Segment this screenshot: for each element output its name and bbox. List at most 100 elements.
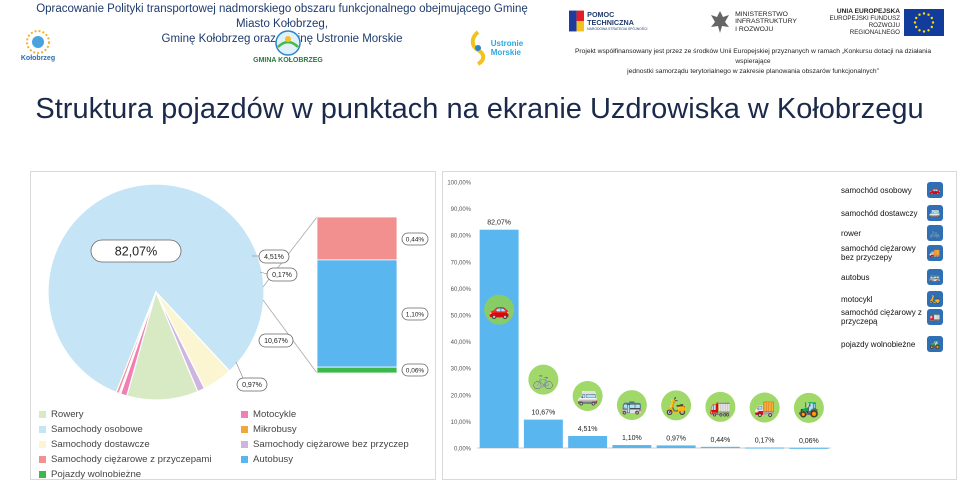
legend-swatch (39, 456, 46, 463)
icon-legend-label: rower (841, 228, 862, 238)
eu-flag-icon (904, 8, 944, 36)
icon-legend-item: autobus 🚌 (841, 269, 945, 285)
icon-legend-item: pojazdy wolnobieżne 🚜 (841, 336, 945, 352)
eu-logo: UNIA EUROPEJSKA EUROPEJSKI FUNDUSZ ROZWO… (820, 8, 944, 36)
icon-legend-label: samochód ciężarowy bez przyczepy (841, 244, 916, 262)
icon-legend-item: samochód dostawczy 🚐 (841, 205, 945, 221)
breakdown-segment-pojazdy-wolnobiez-ne (316, 366, 398, 374)
ustronie-logo-icon (470, 30, 485, 66)
motorcycle-icon: 🛵 (661, 390, 692, 421)
bar-7 (789, 447, 829, 449)
y-tick-label: 10,00% (451, 420, 472, 426)
bar-1 (523, 419, 563, 448)
ustronie-logo-text-2: Morskie (490, 48, 521, 57)
breakdown-label-pojazdy-wolnobiezne: 0,06% (401, 363, 429, 377)
van-icon: 🚐 (572, 381, 603, 412)
pie-label-motocykle: 0,97% (236, 377, 268, 392)
y-tick-label: 0,00% (454, 447, 472, 453)
bar-0 (479, 229, 519, 448)
y-tick-label: 20,00% (451, 393, 472, 399)
legend-item-samochody-dostawcze: Samochody dostawcze (39, 439, 150, 450)
project-line-2: jednostki samorządu terytorialnego w zak… (627, 68, 879, 75)
legend-item-mikrobusy: Mikrobusy (241, 424, 297, 435)
y-tick-label: 80,00% (451, 234, 472, 240)
icon-legend-item: samochód ciężarowy z przyczepą 🚛 (841, 308, 945, 326)
gmina-logo-text: GMINA KOŁOBRZEG (253, 57, 323, 64)
y-tick-label: 70,00% (451, 260, 472, 266)
svg-text:10,67%: 10,67% (264, 338, 288, 345)
svg-text:🚛: 🚛 (710, 398, 731, 417)
svg-text:82,07%: 82,07% (115, 245, 157, 259)
y-tick-label: 90,00% (451, 207, 472, 213)
min-line-2: INFRASTRUKTURY (735, 18, 797, 26)
legend-item-autobusy: Autobusy (241, 454, 293, 465)
bar-chart: 0,00% 10,00% 20,00% 30,00% 40,00% 50,00% 60,00… (447, 181, 831, 453)
kolobrzeg-logo: Kołobrzeg (14, 26, 62, 66)
legend-label: Mikrobusy (253, 424, 297, 435)
project-funding-note: Projekt współfinansowany jest przez ze ś… (558, 47, 948, 77)
svg-text:1,10%: 1,10% (406, 311, 425, 318)
bicycle-icon: 🚲 (927, 225, 943, 241)
eu-line-3: ROZWOJU REGIONALNEGO (849, 22, 900, 36)
legend-swatch (39, 441, 46, 448)
icon-legend-label: samochód osobowy (841, 185, 912, 195)
bar-value-label: 82,07% (487, 220, 511, 227)
legend-label: Samochody osobowe (51, 424, 143, 435)
breakdown-label-ciezarowe-przyczepy: 0,44% (401, 232, 429, 246)
bar-5 (700, 446, 740, 448)
legend-swatch (39, 411, 46, 418)
kolobrzeg-logo-icon (26, 30, 50, 54)
kolobrzeg-logo-text: Kołobrzeg (20, 55, 56, 62)
icon-legend-item: rower 🚲 (841, 225, 945, 241)
bar-value-label: 4,51% (578, 426, 598, 433)
legend-item-samochody-osobowe: Samochody osobowe (39, 424, 143, 435)
pomoc-logo-subtext: NARODOWA STRATEGIA SPÓJNOŚCI (587, 27, 648, 31)
min-line-3: I ROZWOJU (735, 25, 774, 33)
bar-4 (656, 445, 696, 448)
legend-label: Motocykle (253, 409, 297, 420)
ustronie-logo-text-1: Ustronie (490, 39, 524, 48)
legend-label: Samochody ciężarowe z przyczepami (51, 454, 212, 465)
bar-6 (745, 447, 785, 449)
pie-label-rowery: 10,67% (258, 333, 294, 348)
ministerstwo-logo-text: MINISTERSTWO INFRASTRUKTURY I ROZWOJU (735, 11, 797, 34)
bus-icon: 🚌 (927, 269, 943, 285)
pie-of-pie-chart: 82,07% 0,44% 1,10% 0,06% 4,51% 0,17% 10,67% 0,9… (47, 183, 429, 401)
y-tick-label: 30,00% (451, 367, 472, 373)
gmina-logo-icon (275, 30, 301, 56)
svg-text:0,97%: 0,97% (242, 382, 262, 389)
legend-label: Rowery (51, 409, 84, 420)
legend-swatch (241, 441, 248, 448)
legend-swatch (241, 426, 248, 433)
breakdown-segment-autobusy (316, 259, 398, 368)
gmina-kolobrzeg-logo: GMINA KOŁOBRZEG (250, 26, 326, 68)
bar-2 (568, 436, 608, 448)
legend-item-samochody-cie-z-arowe-bez-przyczep: Samochody ciężarowe bez przyczep (241, 439, 409, 450)
pomoc-logo-text: POMOC TECHNICZNA (587, 10, 634, 27)
bar-value-label: 0,44% (710, 437, 730, 444)
legend-swatch (39, 471, 46, 478)
motorcycle-icon: 🛵 (927, 291, 943, 307)
legend-label: Samochody ciężarowe bez przyczep (253, 439, 409, 450)
truck-icon: 🚚 (749, 392, 780, 423)
y-tick-label: 100,00% (447, 181, 471, 187)
legend-item-pojazdy-wolnobiez-ne: Pojazdy wolnobieżne (39, 469, 141, 480)
icon-legend-item: samochód ciężarowy bez przyczepy 🚚 (841, 244, 945, 262)
bar-value-label: 0,17% (755, 438, 775, 445)
bus-icon: 🚌 (616, 390, 647, 421)
header-title: Opracowanie Polityki transportowej nadmo… (22, 2, 542, 47)
svg-text:0,17%: 0,17% (272, 272, 292, 279)
breakdown-segment-samochody-cie-z-arowe-z-przyczepami (316, 216, 398, 261)
pie-label-mikrobusy: 0,17% (266, 267, 298, 282)
header-line-1: Opracowanie Polityki transportowej nadmo… (36, 3, 528, 30)
legend-item-rowery: Rowery (39, 409, 84, 420)
pie-slice-rowery (126, 290, 199, 401)
project-line-1: Projekt współfinansowany jest przez ze ś… (574, 48, 932, 65)
truck-icon: 🚚 (927, 245, 943, 261)
pie-label-samochody-dostawcze: 4,51% (258, 249, 290, 264)
bar-value-label: 0,97% (666, 435, 686, 442)
legend-label: Autobusy (253, 454, 294, 465)
icon-legend-label: samochód dostawczy (841, 208, 918, 218)
eu-line-1: UNIA EUROPEJSKA (836, 8, 900, 15)
svg-text:🚚: 🚚 (754, 399, 775, 418)
